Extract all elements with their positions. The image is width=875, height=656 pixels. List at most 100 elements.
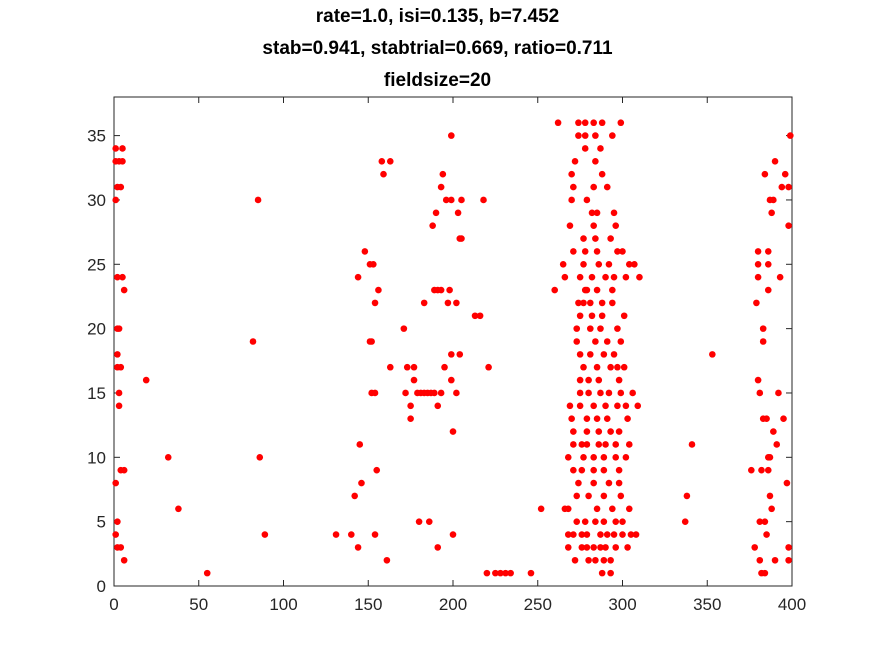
- data-point: [602, 544, 609, 551]
- data-point: [564, 544, 572, 551]
- data-point: [761, 518, 769, 525]
- data-point: [607, 569, 614, 577]
- data-point: [575, 132, 582, 139]
- data-point: [580, 454, 587, 461]
- data-point: [261, 531, 269, 538]
- data-point: [581, 119, 589, 127]
- data-point: [603, 338, 611, 345]
- data-point: [476, 312, 484, 320]
- data-point: [410, 363, 418, 371]
- data-point: [600, 518, 608, 525]
- x-tick-label: 400: [778, 595, 806, 614]
- data-point: [590, 402, 597, 410]
- data-point: [119, 273, 126, 281]
- data-point: [764, 248, 772, 255]
- data-point: [375, 286, 382, 294]
- data-point: [770, 428, 777, 435]
- data-point: [600, 492, 608, 500]
- data-point: [449, 428, 457, 435]
- data-point: [119, 145, 126, 152]
- data-point: [586, 299, 594, 307]
- data-point: [356, 441, 364, 448]
- data-point: [636, 273, 643, 281]
- data-point: [254, 196, 262, 204]
- data-point: [117, 183, 125, 191]
- data-point: [754, 376, 762, 384]
- x-tick-label: 50: [189, 595, 208, 614]
- x-tick-label: 250: [524, 595, 552, 614]
- data-point: [351, 492, 358, 500]
- data-point: [583, 544, 591, 551]
- data-point: [602, 273, 609, 281]
- data-point: [617, 492, 625, 500]
- data-point: [612, 518, 620, 525]
- data-point: [576, 376, 584, 384]
- data-point: [754, 248, 762, 255]
- chart-title-line-3: fieldsize=20: [383, 70, 492, 91]
- data-point: [483, 569, 491, 577]
- data-point: [590, 183, 597, 191]
- data-point: [634, 402, 642, 410]
- data-point: [585, 492, 592, 500]
- data-point: [580, 363, 587, 371]
- data-point: [576, 389, 584, 397]
- data-points: [112, 119, 794, 577]
- data-point: [609, 132, 616, 139]
- data-point: [619, 248, 626, 255]
- data-point: [458, 196, 465, 204]
- chart-title-line-1: rate=1.0, isi=0.135, b=7.452: [315, 6, 560, 27]
- data-point: [371, 531, 379, 538]
- data-point: [492, 569, 499, 577]
- data-point: [373, 466, 381, 474]
- data-point: [766, 492, 774, 500]
- data-point: [120, 556, 128, 564]
- data-point: [761, 170, 769, 178]
- data-point: [361, 248, 369, 255]
- data-point: [578, 466, 586, 474]
- data-point: [537, 505, 545, 513]
- data-point: [775, 389, 782, 397]
- data-point: [593, 363, 601, 371]
- data-point: [593, 248, 601, 255]
- x-tick-label: 150: [354, 595, 382, 614]
- data-point: [581, 145, 589, 152]
- data-point: [249, 338, 257, 345]
- data-point: [763, 531, 770, 538]
- data-point: [112, 479, 119, 487]
- data-point: [570, 466, 577, 474]
- data-point: [776, 273, 784, 281]
- data-point: [615, 376, 623, 384]
- data-point: [615, 466, 623, 474]
- data-point: [117, 363, 125, 371]
- data-point: [609, 505, 616, 513]
- data-point: [763, 415, 770, 423]
- data-point: [583, 531, 591, 538]
- data-point: [456, 351, 464, 358]
- data-point: [785, 556, 792, 564]
- data-point: [612, 222, 620, 229]
- data-point: [581, 518, 589, 525]
- data-point: [583, 286, 591, 294]
- data-point: [561, 273, 569, 281]
- data-point: [612, 454, 620, 461]
- data-point: [576, 312, 584, 320]
- data-point: [593, 286, 601, 294]
- data-point: [142, 376, 150, 384]
- data-point: [585, 556, 592, 564]
- data-point: [403, 363, 411, 371]
- data-point: [709, 351, 716, 358]
- data-point: [570, 248, 577, 255]
- data-point: [617, 389, 625, 397]
- data-point: [114, 518, 121, 525]
- data-point: [590, 479, 597, 487]
- data-point: [471, 312, 479, 320]
- data-point: [597, 325, 604, 332]
- data-point: [502, 569, 509, 577]
- data-point: [354, 273, 362, 281]
- data-point: [580, 235, 587, 242]
- data-point: [570, 428, 577, 435]
- data-point: [583, 415, 591, 423]
- data-point: [632, 531, 640, 538]
- data-point: [593, 209, 601, 217]
- data-point: [573, 492, 581, 500]
